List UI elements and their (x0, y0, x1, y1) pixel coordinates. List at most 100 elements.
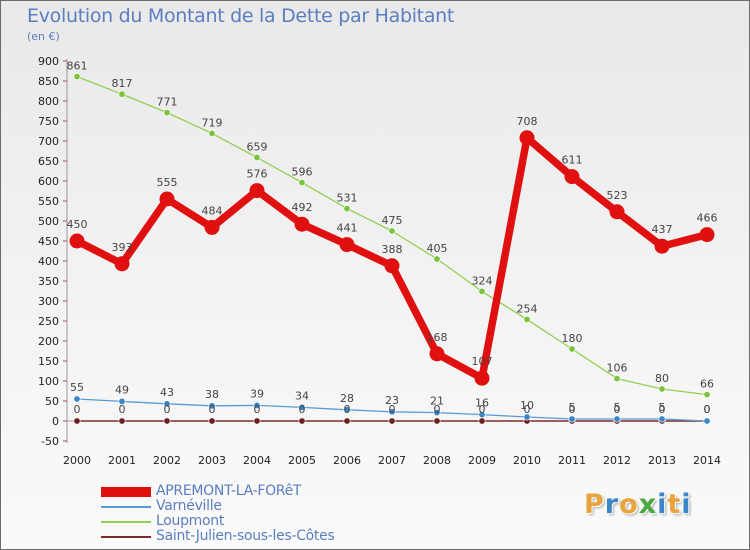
data-label-1: 16 (475, 397, 489, 410)
data-point-2 (253, 153, 261, 161)
y-tick-label: 500 (38, 215, 59, 228)
data-label-3: 708 (517, 115, 538, 128)
data-point-2 (478, 287, 486, 295)
y-tick-label: 0 (52, 415, 59, 428)
data-label-2: 817 (112, 77, 133, 90)
legend-swatch (101, 521, 151, 523)
x-tick-label: 2006 (333, 454, 361, 467)
logo-letter: i (681, 489, 692, 520)
logo-letter: x (638, 489, 658, 520)
y-tick-label: 150 (38, 355, 59, 368)
data-point-1 (298, 403, 306, 411)
data-label-0: 0 (569, 403, 576, 416)
data-point-2 (73, 73, 81, 81)
data-point-0 (118, 417, 126, 425)
x-tick-label: 2005 (288, 454, 316, 467)
data-point-3 (519, 130, 535, 146)
data-label-0: 0 (209, 403, 216, 416)
data-label-0: 0 (479, 403, 486, 416)
data-label-0: 0 (344, 403, 351, 416)
data-label-0: 0 (119, 403, 126, 416)
data-point-1 (478, 411, 486, 419)
data-point-2 (343, 205, 351, 213)
data-label-2: 596 (292, 166, 313, 179)
legend-swatch (101, 536, 151, 538)
x-tick-label: 2011 (558, 454, 586, 467)
data-label-3: 576 (247, 168, 268, 181)
data-point-1 (568, 415, 576, 423)
data-label-2: 659 (247, 140, 268, 153)
data-label-3: 437 (652, 223, 673, 236)
logo-letter: r (604, 489, 620, 520)
y-tick-label: 800 (38, 95, 59, 108)
y-tick-label: -50 (41, 435, 59, 448)
data-label-3: 484 (202, 204, 223, 217)
data-label-3: 107 (472, 355, 493, 368)
data-point-3 (384, 258, 400, 274)
data-point-0 (478, 417, 486, 425)
data-label-3: 168 (427, 331, 448, 344)
data-point-1 (343, 406, 351, 414)
data-label-3: 450 (67, 218, 88, 231)
legend-label: Varnéville (156, 498, 222, 514)
data-point-3 (609, 204, 625, 220)
data-point-2 (658, 385, 666, 393)
x-tick-label: 2012 (603, 454, 631, 467)
data-label-0: 0 (434, 403, 441, 416)
y-tick-label: 100 (38, 375, 59, 388)
data-label-0: 0 (524, 403, 531, 416)
y-tick-label: 250 (38, 315, 59, 328)
data-label-0: 0 (389, 403, 396, 416)
data-point-3 (114, 256, 130, 272)
data-point-0 (433, 417, 441, 425)
data-point-1 (523, 413, 531, 421)
data-label-3: 441 (337, 222, 358, 235)
data-label-0: 0 (299, 403, 306, 416)
data-point-3 (699, 227, 715, 243)
x-tick-label: 2002 (153, 454, 181, 467)
data-label-0: 0 (74, 403, 81, 416)
data-point-3 (294, 216, 310, 232)
data-point-0 (208, 417, 216, 425)
legend-label: APREMONT-LA-FORêT (156, 483, 302, 499)
logo-letter: t (667, 489, 682, 520)
x-tick-label: 2001 (108, 454, 136, 467)
data-point-1 (388, 408, 396, 416)
x-tick-label: 2008 (423, 454, 451, 467)
data-label-1: 23 (385, 394, 399, 407)
data-label-1: 0 (704, 403, 711, 416)
legend-label: Saint-Julien-sous-les-Côtes (156, 528, 335, 544)
data-point-3 (69, 233, 85, 249)
x-tick-label: 2003 (198, 454, 226, 467)
data-label-1: 5 (569, 401, 576, 414)
y-tick-label: 450 (38, 235, 59, 248)
y-tick-label: 700 (38, 135, 59, 148)
data-label-0: 0 (704, 403, 711, 416)
x-tick-label: 2014 (693, 454, 721, 467)
series-line-3 (73, 134, 711, 382)
x-tick-label: 2007 (378, 454, 406, 467)
legend-swatch (101, 506, 151, 508)
data-label-2: 531 (337, 192, 358, 205)
data-point-1 (613, 415, 621, 423)
x-tick-label: 2000 (63, 454, 91, 467)
data-point-2 (523, 315, 531, 323)
data-label-1: 49 (115, 383, 129, 396)
data-point-3 (474, 370, 490, 386)
data-label-1: 39 (250, 387, 264, 400)
data-label-1: 43 (160, 386, 174, 399)
logo-letter: o (619, 489, 639, 520)
legend-swatch (101, 487, 151, 497)
data-point-0 (298, 417, 306, 425)
proxiti-logo: Proxiti (584, 489, 692, 520)
data-label-3: 492 (292, 201, 313, 214)
legend-label: Loupmont (156, 513, 225, 529)
data-label-2: 254 (517, 302, 538, 315)
y-tick-label: 650 (38, 155, 59, 168)
y-tick-label: 900 (38, 55, 59, 68)
logo-letter: i (657, 489, 668, 520)
data-label-2: 719 (202, 116, 223, 129)
chart-title: Evolution du Montant de la Dette par Hab… (27, 5, 455, 27)
data-point-0 (253, 417, 261, 425)
